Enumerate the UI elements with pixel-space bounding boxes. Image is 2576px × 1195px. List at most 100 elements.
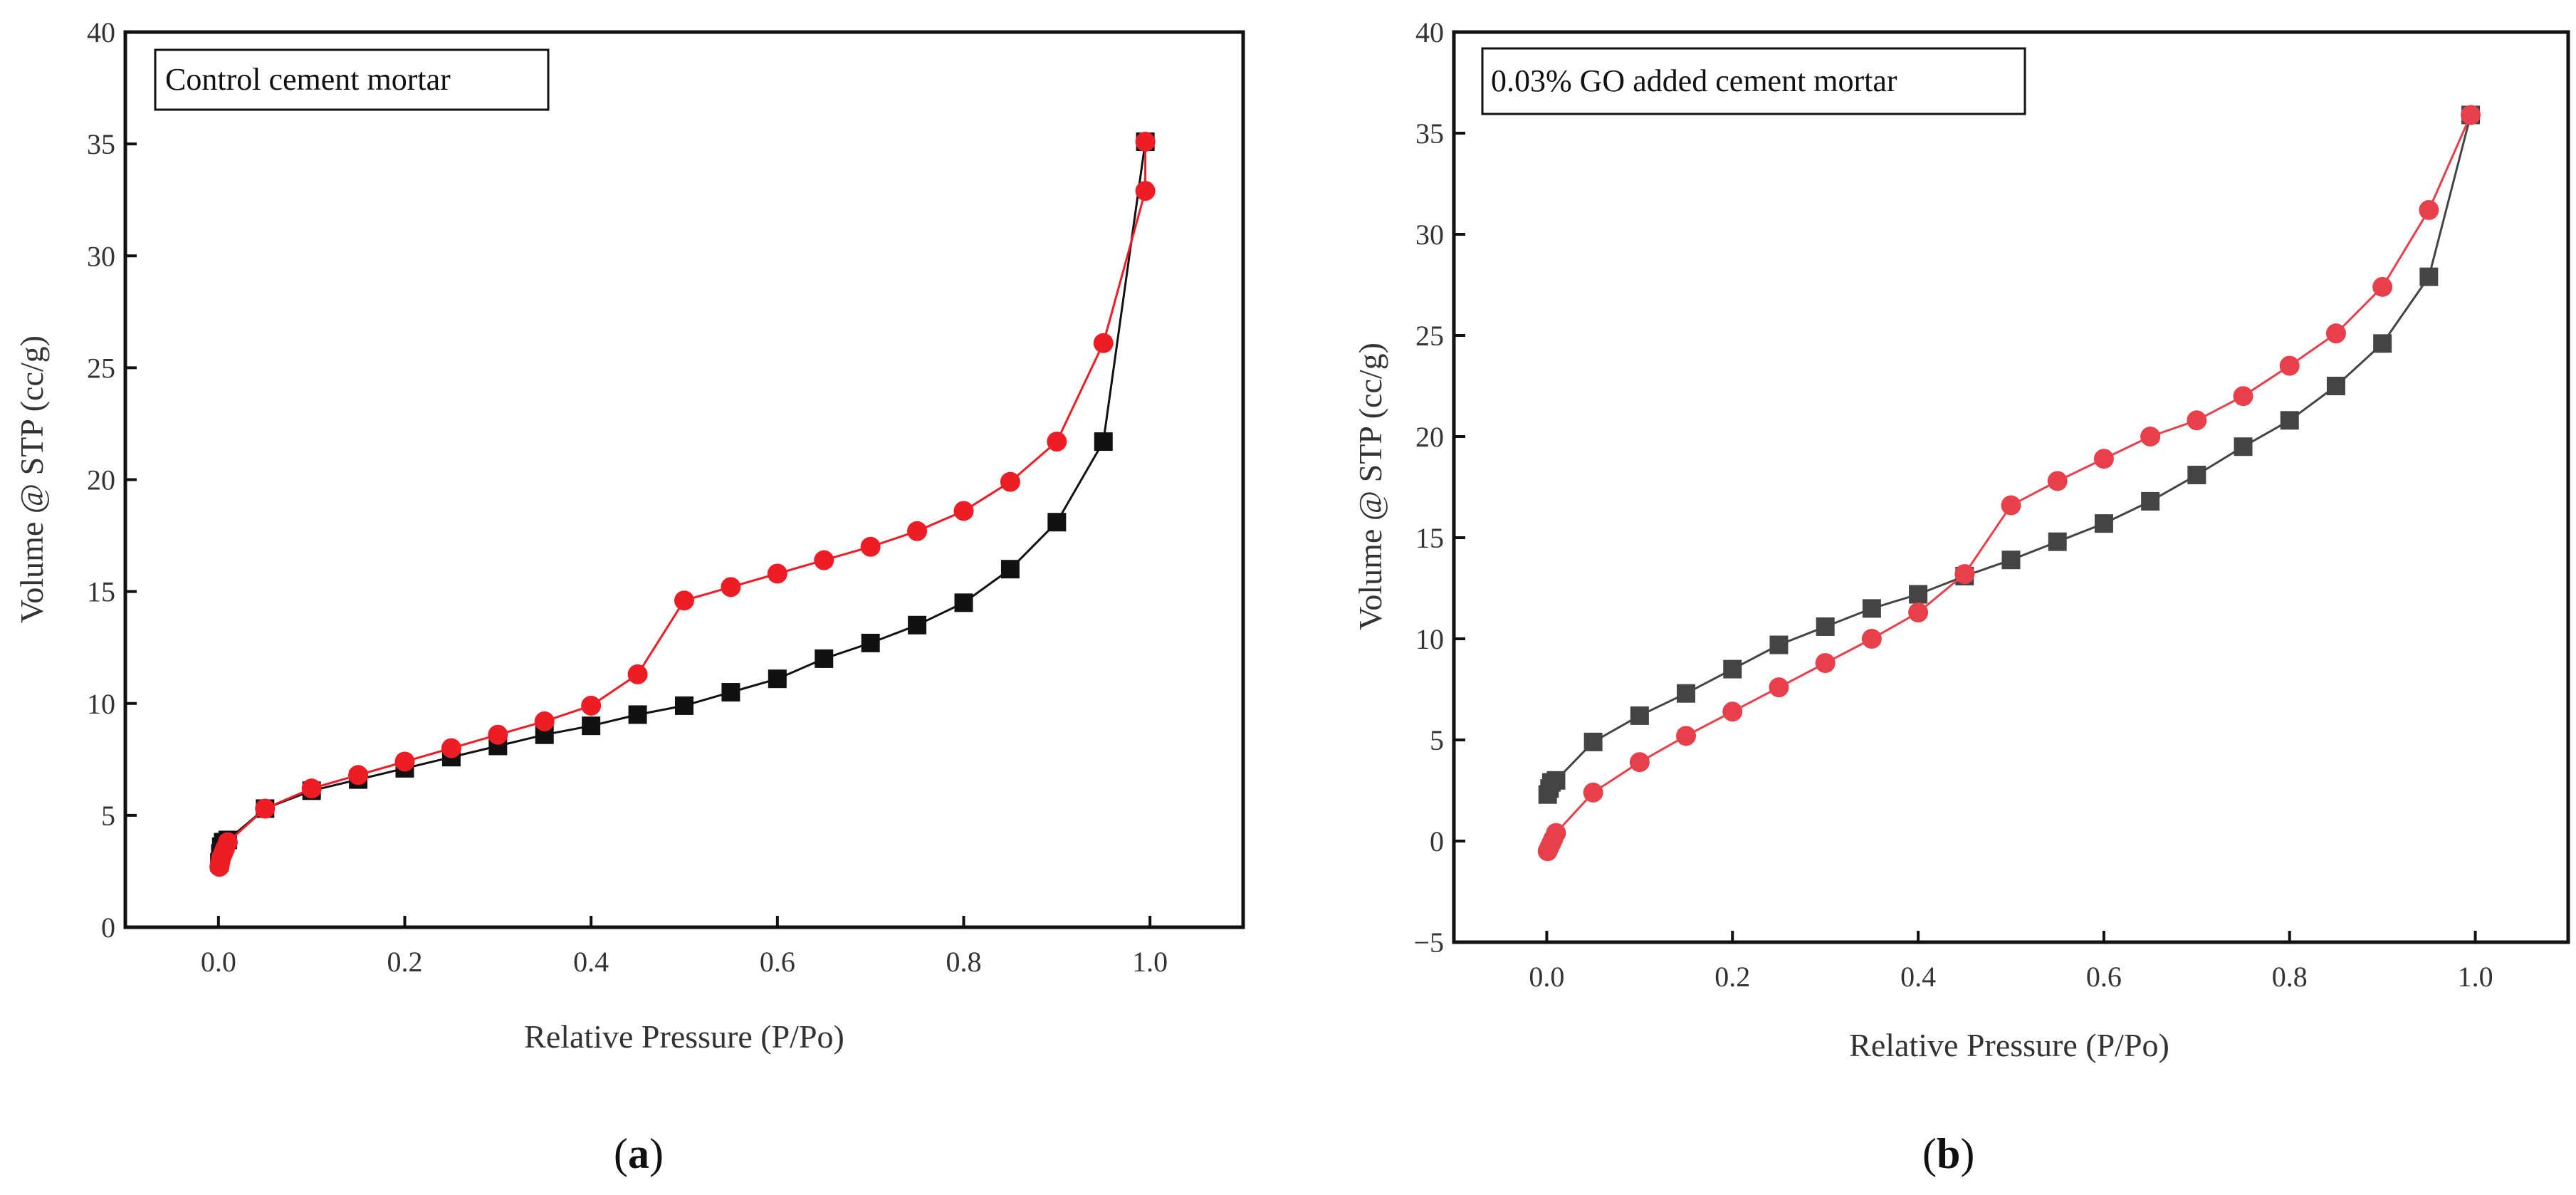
adsorption-point <box>1816 617 1835 636</box>
desorption-point <box>814 550 834 570</box>
desorption-point <box>1537 841 1558 862</box>
desorption-point <box>255 798 276 819</box>
title-box <box>1481 47 2026 115</box>
adsorption-point <box>582 716 601 736</box>
plot-frame <box>123 30 1245 929</box>
axis-ticks <box>1454 31 2477 944</box>
desorption-point <box>1135 131 1156 152</box>
desorption-point <box>953 501 974 521</box>
axis-ticks <box>125 31 1152 929</box>
desorption-point <box>301 778 322 799</box>
x-axis-title: Relative Pressure (P/Po) <box>1849 1027 2169 1063</box>
desorption-point <box>907 521 928 541</box>
x-tick-label: 0.2 <box>387 946 423 978</box>
x-tick-label: 0.0 <box>201 946 236 978</box>
desorption-point <box>1000 471 1020 492</box>
y-axis-title: Volume @ STP (cc/g) <box>1352 343 1388 630</box>
desorption-point <box>2325 323 2346 344</box>
adsorption-point <box>1723 659 1742 679</box>
adsorption-point <box>908 615 927 635</box>
desorption-point <box>2047 471 2068 491</box>
desorption-point <box>2140 427 2161 447</box>
y-tick-label: 35 <box>87 128 115 160</box>
y-tick-label: 40 <box>1415 16 1444 48</box>
x-tick-label: 0.8 <box>2272 961 2308 993</box>
adsorption-point <box>2141 491 2160 511</box>
x-tick-label: 0.4 <box>573 946 609 978</box>
x-axis-title: Relative Pressure (P/Po) <box>524 1018 844 1055</box>
adsorption-point <box>721 683 740 702</box>
y-tick-label: 35 <box>1415 118 1444 150</box>
tick-labels: 0.0 0.2 0.4 0.6 0.8 1.0 −5 0 5 10 15 20 25 30 35 40 <box>1413 16 2493 993</box>
adsorption-point <box>2280 411 2299 430</box>
desorption-point <box>581 695 602 716</box>
chart-title: 0.03% GO added cement mortar <box>1491 63 1897 98</box>
adsorption-point <box>1677 684 1696 703</box>
x-tick-label: 0.8 <box>946 946 982 978</box>
adsorption-point <box>768 669 787 689</box>
desorption-point <box>1769 677 1789 698</box>
x-tick-label: 0.0 <box>1529 961 1564 993</box>
panel-caption: (b) <box>1922 1130 1974 1177</box>
plot-frame <box>1452 30 2570 944</box>
desorption-point <box>1861 629 1882 649</box>
panel-caption: (a) <box>614 1130 664 1177</box>
y-tick-label: 0 <box>1430 825 1444 857</box>
desorption-point <box>2419 199 2439 220</box>
data-series <box>209 131 1156 877</box>
adsorption-point <box>815 649 834 668</box>
adsorption-point <box>2326 377 2345 395</box>
adsorption-point <box>1000 560 1020 579</box>
y-tick-label: 25 <box>87 352 115 384</box>
adsorption-point <box>861 633 880 652</box>
y-tick-label: 30 <box>87 240 115 272</box>
panel-letter: a <box>628 1130 649 1177</box>
adsorption-point <box>1094 432 1113 452</box>
adsorption-point <box>1546 771 1566 790</box>
desorption-point <box>2461 105 2481 125</box>
y-tick-label: 30 <box>1415 219 1444 251</box>
desorption-point <box>1815 653 1836 674</box>
x-tick-label: 0.4 <box>1900 961 1936 993</box>
adsorption-point <box>2234 437 2253 456</box>
y-tick-label: 5 <box>1430 724 1444 756</box>
desorption-point <box>767 563 787 584</box>
desorption-point <box>860 536 881 557</box>
y-tick-label: 5 <box>101 800 115 832</box>
x-tick-label: 1.0 <box>2458 961 2493 993</box>
adsorption-point <box>1769 635 1789 654</box>
desorption-point <box>209 857 230 877</box>
panel-letter: b <box>1937 1130 1960 1177</box>
x-tick-label: 0.6 <box>2086 961 2122 993</box>
y-tick-label: 0 <box>101 912 115 944</box>
desorption-point <box>1047 432 1067 452</box>
adsorption-point <box>1909 585 1928 604</box>
desorption-point <box>1583 782 1603 803</box>
desorption-point <box>2093 449 2114 469</box>
desorption-point <box>2372 276 2393 297</box>
adsorption-line <box>218 141 1147 863</box>
data-series <box>1537 105 2481 862</box>
desorption-point <box>348 765 369 786</box>
adsorption-point <box>2419 267 2439 286</box>
x-tick-label: 0.2 <box>1714 961 1750 993</box>
adsorption-point <box>954 593 973 612</box>
desorption-point <box>394 751 415 772</box>
y-tick-label: 10 <box>1415 623 1444 655</box>
desorption-point <box>1676 726 1697 746</box>
y-tick-label: 20 <box>1415 421 1444 453</box>
adsorption-point <box>2187 465 2206 484</box>
desorption-point <box>1722 701 1743 722</box>
desorption-point <box>721 577 741 598</box>
y-axis-title: Volume @ STP (cc/g) <box>14 335 50 623</box>
panel-b: 0.0 0.2 0.4 0.6 0.8 1.0 −5 0 5 10 15 20 25 30 35 40 0.0… <box>1352 16 2570 1177</box>
adsorption-point <box>2048 532 2067 551</box>
adsorption-point <box>675 696 693 715</box>
y-tick-label: 20 <box>87 464 115 496</box>
desorption-point <box>488 724 508 745</box>
desorption-point <box>2001 495 2021 516</box>
chart-title: Control cement mortar <box>165 62 451 97</box>
adsorption-point <box>2001 550 2021 570</box>
desorption-point <box>2233 386 2253 407</box>
